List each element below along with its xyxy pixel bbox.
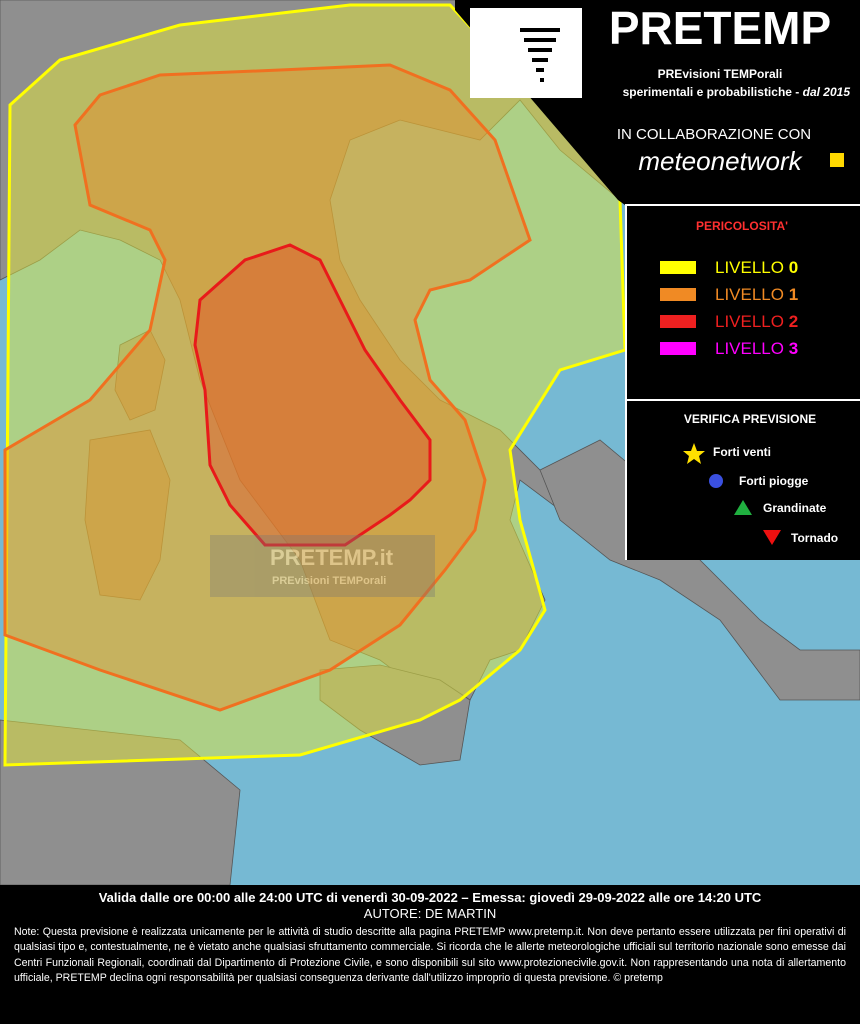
level-number: 2 — [789, 312, 798, 331]
level-number: 0 — [789, 258, 798, 277]
level-label: LIVELLO 3 — [715, 339, 798, 358]
verification-title: VERIFICA PREVISIONE — [684, 412, 816, 426]
header-tagline: sperimentali e probabilistiche - dal 201… — [623, 85, 851, 99]
verification-items: Forti venti Forti piogge Grandinate Tornado — [713, 445, 838, 545]
level-label: LIVELLO 2 — [715, 312, 798, 331]
collab-label: IN COLLABORAZIONE CON — [617, 126, 811, 143]
level-number: 1 — [789, 285, 798, 304]
level-label: LIVELLO 1 — [715, 285, 798, 304]
watermark-subtitle: PREvisioni TEMPorali — [272, 575, 386, 587]
level-1-area — [3, 63, 532, 712]
level-swatch — [660, 342, 696, 355]
level-swatch — [660, 261, 696, 274]
author: AUTORE: DE MARTIN — [363, 906, 497, 921]
watermark-title: PRETEMP.it — [270, 545, 394, 570]
header-subtitle: PREvisioni TEMPorali — [658, 67, 783, 81]
level-word: LIVELLO — [715, 312, 784, 331]
level-swatch — [660, 288, 696, 301]
verification-item: Grandinate — [763, 501, 827, 515]
watermark: PRETEMP.it PREvisioni TEMPorali — [210, 535, 435, 597]
info-panel — [455, 0, 860, 560]
tagline-em: dal 2015 — [803, 85, 851, 99]
verification-item: Forti piogge — [739, 474, 809, 488]
verification-item: Forti venti — [713, 445, 771, 459]
footer: Valida dalle ore 00:00 alle 24:00 UTC di… — [0, 885, 860, 1024]
logo-icon — [520, 28, 560, 82]
icon-triangle-up — [734, 500, 752, 515]
map: PRETEMP.it PREvisioni TEMPorali PRETEMP … — [0, 0, 860, 885]
level-swatch — [660, 315, 696, 328]
collab-partner: meteonetwork — [638, 146, 803, 176]
level-word: LIVELLO — [715, 258, 784, 277]
level-word: LIVELLO — [715, 339, 784, 358]
partner-mark — [830, 153, 844, 167]
icon-triangle-down — [763, 530, 781, 545]
legend-title: PERICOLOSITA' — [696, 219, 788, 233]
note: Note: Questa previsione è realizzata uni… — [14, 926, 846, 985]
watermark-box — [210, 535, 435, 597]
icon-circle — [709, 474, 723, 488]
level-label: LIVELLO 0 — [715, 258, 798, 277]
verification-item: Tornado — [791, 531, 838, 545]
level-word: LIVELLO — [715, 285, 784, 304]
icon-star — [683, 443, 705, 464]
level-2-area — [193, 243, 432, 547]
level-0-area — [3, 3, 627, 767]
header-title: PRETEMP — [609, 2, 831, 54]
validity: Valida dalle ore 00:00 alle 24:00 UTC di… — [98, 890, 762, 905]
tagline: sperimentali e probabilistiche - — [623, 85, 800, 99]
logo-box — [470, 8, 582, 98]
level-number: 3 — [789, 339, 798, 358]
